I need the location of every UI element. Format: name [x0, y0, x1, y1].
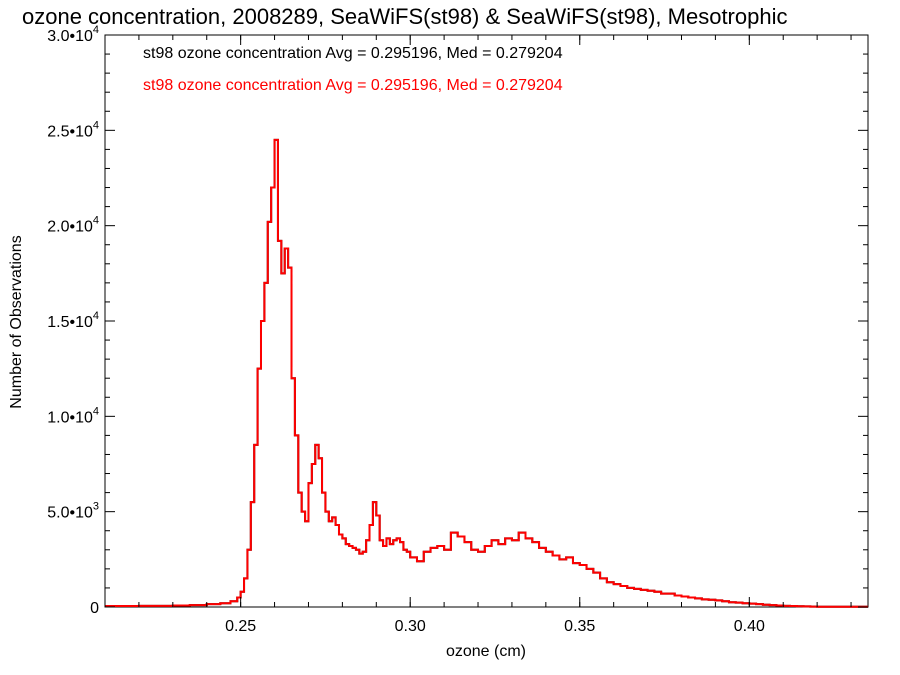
y-tick-label: 1.0•104 — [47, 405, 99, 426]
x-tick-label: 0.25 — [225, 618, 256, 635]
legend-entry-red: st98 ozone concentration Avg = 0.295196,… — [143, 77, 563, 94]
ticks-layer: 0.25 0.30 0.35 0.40 0 5.0•103 1.0•104 1.5•104 2.… — [47, 24, 868, 635]
x-tick-label: 0.30 — [395, 618, 426, 635]
y-axis-label: Number of Observations — [8, 235, 25, 408]
y-tick-label: 2.0•104 — [47, 215, 99, 236]
plot-area — [104, 34, 869, 608]
x-tick-label: 0.35 — [564, 618, 595, 635]
plot-frame — [104, 34, 869, 608]
x-tick-label: 0.40 — [734, 618, 765, 635]
chart-title: ozone concentration, 2008289, SeaWiFS(st… — [22, 4, 787, 29]
y-tick-label: 2.5•104 — [47, 119, 99, 140]
y-tick-label: 5.0•103 — [47, 501, 99, 522]
y-tick-label: 0 — [90, 600, 99, 617]
series-line-red — [105, 138, 868, 608]
x-axis-label: ozone (cm) — [446, 643, 526, 660]
legend-entry-black: st98 ozone concentration Avg = 0.295196,… — [143, 45, 563, 62]
series-layer — [105, 138, 868, 608]
y-tick-label: 3.0•104 — [47, 24, 99, 45]
series-line-black — [105, 138, 868, 608]
y-tick-label: 1.5•104 — [47, 310, 99, 331]
